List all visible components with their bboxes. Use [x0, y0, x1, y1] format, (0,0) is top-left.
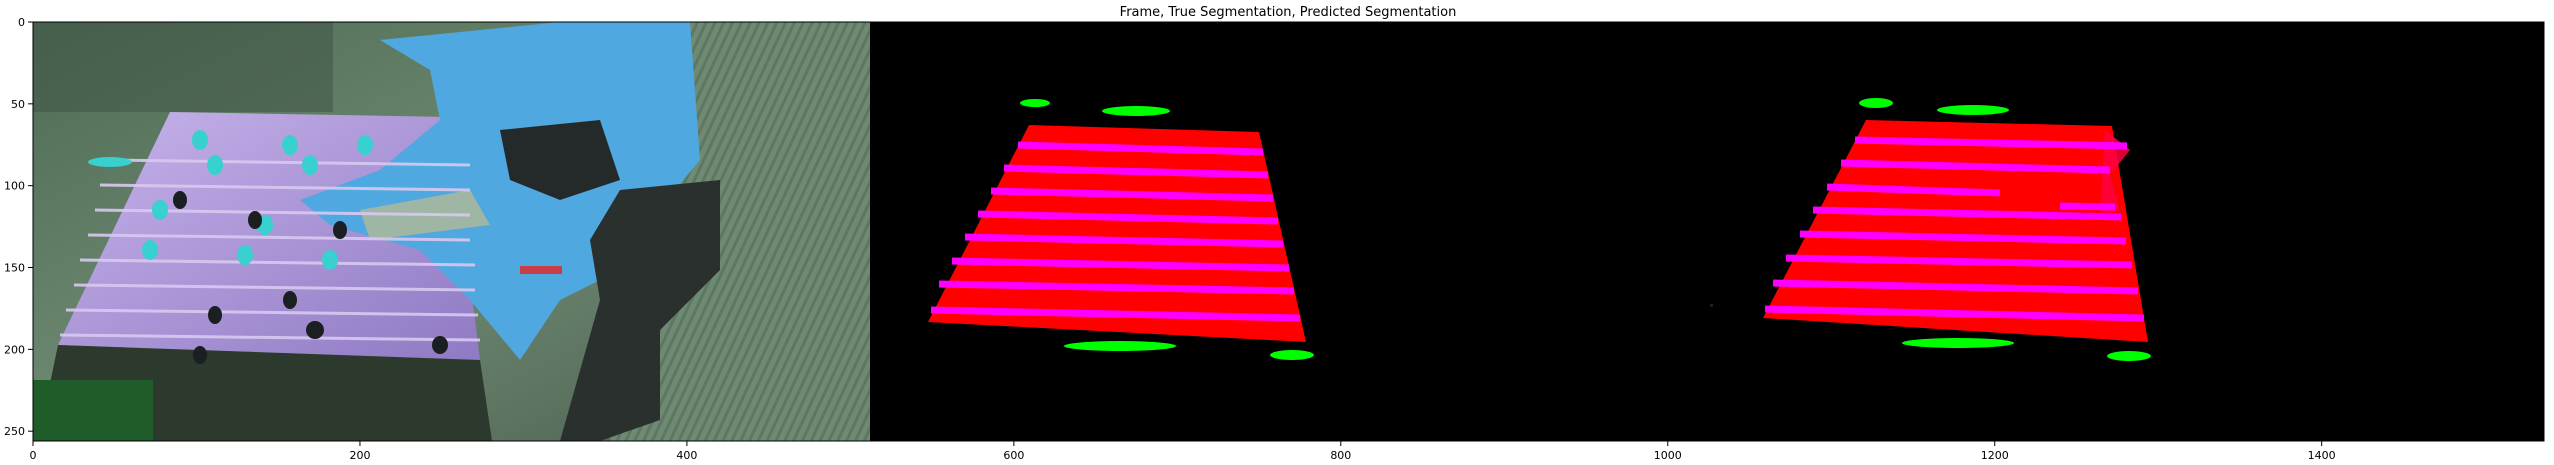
image-area: [33, 22, 2544, 441]
x-tick-label: 1400: [2308, 449, 2336, 462]
x-tick-label: 0: [30, 449, 37, 462]
axis-ticks: 0 200 400 600 800 1000 1200 1400 0 50 100 150 200 250: [4, 16, 2336, 462]
y-tick-label: 100: [4, 180, 25, 193]
x-tick-label: 800: [1330, 449, 1351, 462]
x-tick-label: 1200: [1981, 449, 2009, 462]
x-tick-label: 400: [676, 449, 697, 462]
panel-frame: [33, 22, 870, 441]
chart-title: Frame, True Segmentation, Predicted Segm…: [1120, 5, 1457, 20]
y-tick-label: 50: [11, 98, 25, 111]
y-tick-label: 250: [4, 425, 25, 438]
panel-true-segmentation: [870, 22, 1707, 441]
x-tick-label: 600: [1003, 449, 1024, 462]
y-tick-label: 150: [4, 262, 25, 275]
axes-frame: [32, 21, 2545, 442]
panel-predicted-segmentation: [1707, 22, 2544, 441]
y-tick-label: 200: [4, 343, 25, 356]
x-tick-label: 200: [349, 449, 370, 462]
y-tick-label: 0: [18, 16, 25, 29]
x-tick-label: 1000: [1654, 449, 1682, 462]
